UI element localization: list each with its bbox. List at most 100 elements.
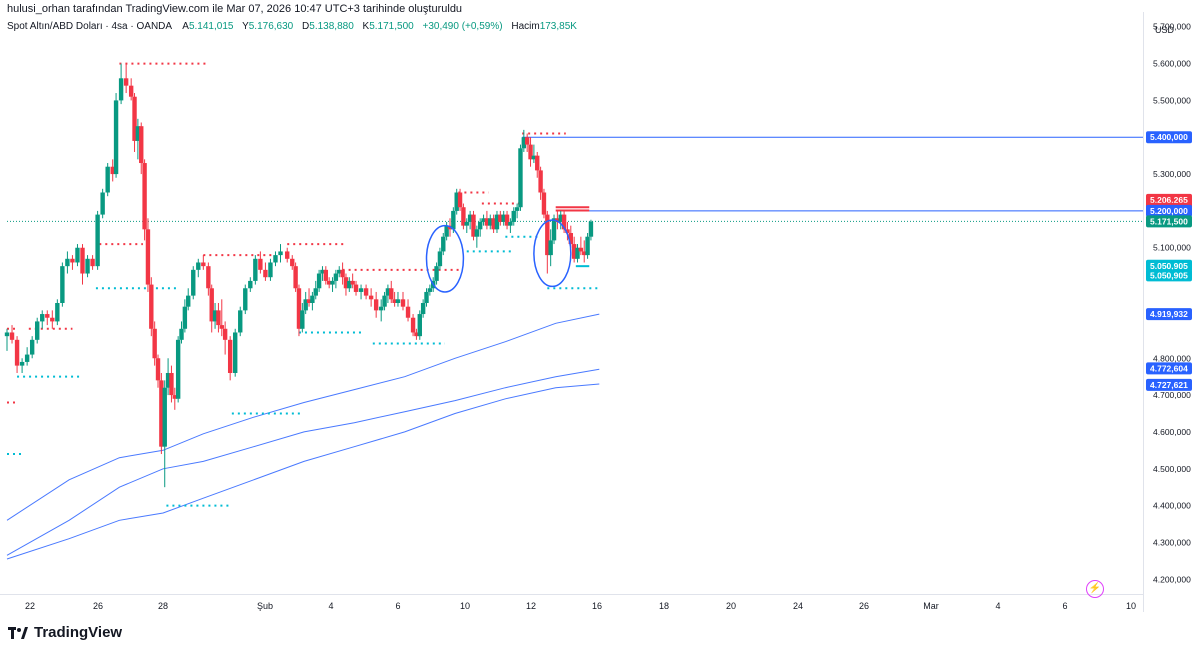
candle-body [437, 251, 443, 267]
candle [248, 277, 253, 292]
candle-body [535, 155, 540, 171]
tradingview-logo[interactable]: TradingView [8, 624, 122, 641]
candle [175, 336, 181, 403]
candle-body [285, 251, 290, 259]
candle-body [191, 269, 196, 296]
candle [212, 303, 218, 329]
price-tick-label: 5.100,000 [1153, 243, 1191, 253]
candle-body [414, 332, 419, 337]
candle-body [40, 314, 45, 322]
candle-body [326, 280, 332, 285]
candle-body [578, 247, 584, 252]
candle-body [90, 258, 95, 267]
price-tick-label: 4.200,000 [1153, 574, 1191, 584]
time-tick-label: 26 [859, 601, 869, 611]
candle [585, 233, 590, 259]
candle [343, 273, 349, 296]
candle [323, 266, 329, 285]
candle-body [179, 328, 184, 340]
candle-body [568, 233, 574, 245]
candle [135, 118, 141, 160]
candle [258, 251, 263, 274]
price-label-box [1146, 259, 1192, 272]
candle [313, 280, 318, 300]
candle-body [162, 387, 167, 447]
candle-body [243, 288, 248, 311]
candle-body [353, 284, 359, 292]
time-tick-label: 6 [1062, 601, 1067, 611]
candle-body [186, 295, 191, 307]
candle [142, 159, 147, 241]
candle [55, 299, 60, 326]
candle [400, 291, 406, 311]
candle-body [524, 137, 530, 145]
candle [14, 336, 20, 373]
candle [70, 255, 75, 270]
time-tick-label: 28 [158, 601, 168, 611]
candle [196, 258, 201, 278]
candle-body [508, 221, 513, 226]
candle [4, 328, 10, 351]
price-label-text: 4.727,621 [1150, 380, 1188, 390]
candle-body [363, 288, 369, 296]
level-lines [7, 62, 1143, 507]
price-tick-label: 4.400,000 [1153, 501, 1191, 511]
candle-body [310, 295, 315, 303]
candle-body [222, 328, 228, 340]
candle [467, 210, 473, 230]
price-axis[interactable]: 5.700,000 5.600,000 5.500,000 5.300,000 5.10… [1153, 22, 1191, 585]
volume-label: Hacim [511, 21, 540, 32]
candle-body [142, 163, 147, 230]
candle [535, 151, 540, 178]
candle [9, 325, 15, 344]
candle [358, 284, 364, 300]
candle-body [541, 192, 547, 215]
symbol-legend: Spot Altın/ABD Doları · 4sa · OANDA A5.1… [7, 21, 583, 32]
candle-body [135, 126, 141, 141]
candle-body [343, 277, 349, 289]
candle [417, 310, 422, 340]
candle [498, 210, 503, 226]
candle [337, 266, 342, 278]
candle [514, 203, 520, 219]
candle-body [155, 358, 161, 381]
candle [60, 262, 65, 307]
moving-averages [6, 313, 600, 560]
candle-body [330, 280, 335, 285]
candle-body [201, 262, 206, 267]
price-tick-label: 4.800,000 [1153, 353, 1191, 363]
candle [233, 328, 238, 377]
candle [491, 214, 496, 234]
candle-body [227, 339, 233, 373]
candle-body [172, 395, 177, 399]
candle [222, 321, 228, 355]
candle [40, 310, 45, 329]
candle-body [373, 299, 379, 311]
candle-body [461, 207, 466, 226]
candle [45, 310, 50, 326]
candle-body [385, 288, 391, 296]
candle-body [123, 78, 129, 86]
candle-body [368, 295, 374, 300]
price-label-box [1146, 378, 1192, 391]
candle [145, 218, 151, 292]
tradingview-logo-icon [8, 626, 28, 639]
symbol-name[interactable]: Spot Altın/ABD Doları · 4sa · OANDA [7, 21, 173, 32]
candle-body [128, 85, 134, 97]
time-tick-label: 4 [328, 601, 333, 611]
candle-body [100, 192, 105, 215]
alert-icon[interactable]: ⚡ [1086, 580, 1104, 598]
annotation-circle [533, 219, 572, 288]
candle [303, 291, 308, 315]
candle-body [417, 314, 422, 337]
price-label-text: 5.050,905 [1150, 270, 1188, 280]
candle-body [531, 155, 537, 160]
candle-body [9, 332, 15, 340]
candle-body [588, 221, 594, 237]
candle [382, 291, 387, 311]
candle [420, 299, 426, 318]
price-tick-label: 5.500,000 [1153, 95, 1191, 105]
time-axis[interactable]: 22 26 28 Şub 4 6 10 12 16 18 20 24 26 Mar 4 6 10 [25, 601, 1136, 611]
candle [538, 166, 543, 200]
